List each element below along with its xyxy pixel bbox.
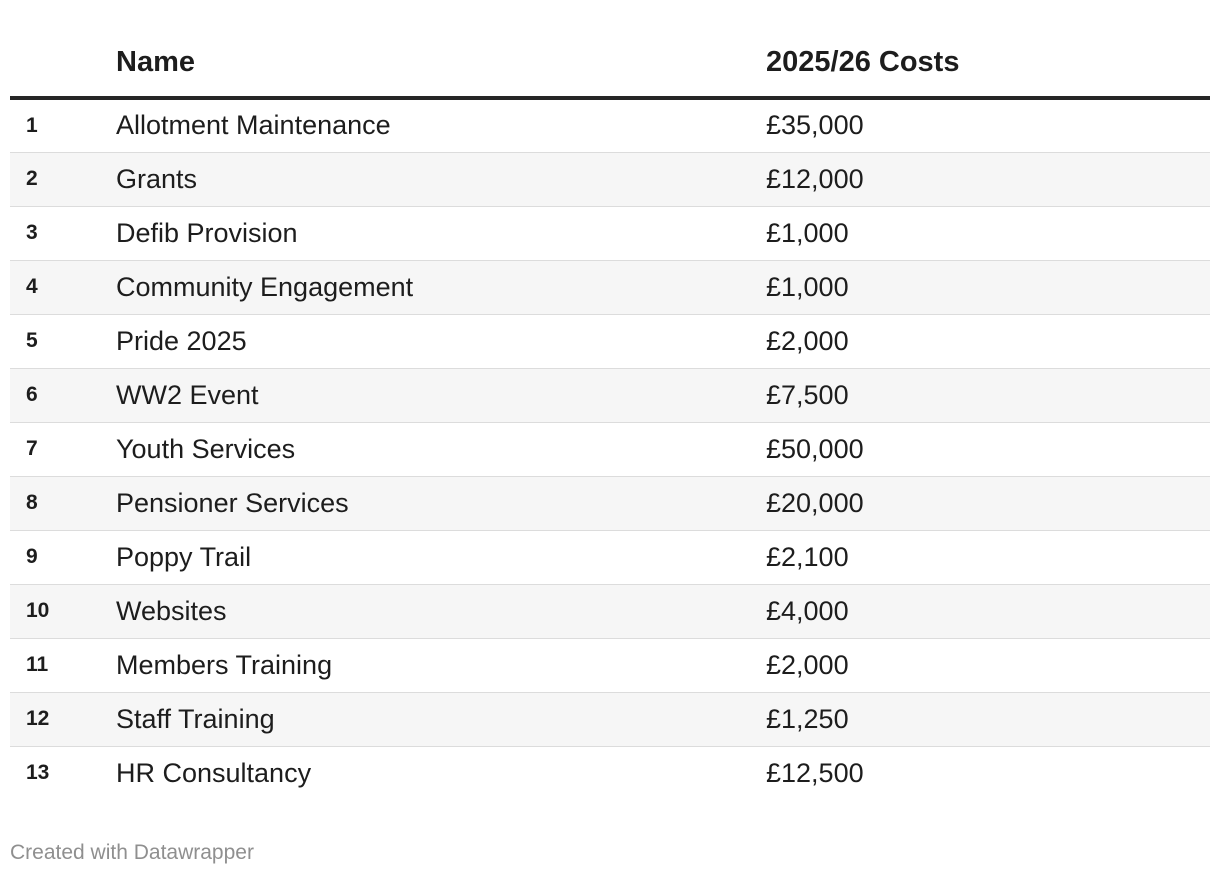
- row-rank: 9: [10, 530, 116, 585]
- row-name: Allotment Maintenance: [116, 98, 766, 153]
- table-row: 6 WW2 Event £7,500: [10, 368, 1210, 423]
- row-name: Pensioner Services: [116, 476, 766, 531]
- table-row: 12 Staff Training £1,250: [10, 692, 1210, 747]
- row-cost: £20,000: [766, 476, 1210, 531]
- row-cost: £12,000: [766, 152, 1210, 207]
- row-rank: 4: [10, 260, 116, 315]
- row-cost: £4,000: [766, 584, 1210, 639]
- table-row: 10 Websites £4,000: [10, 584, 1210, 639]
- table-row: 13 HR Consultancy £12,500: [10, 746, 1210, 800]
- row-rank: 11: [10, 638, 116, 693]
- row-rank: 3: [10, 206, 116, 261]
- row-name: Websites: [116, 584, 766, 639]
- table-row: 8 Pensioner Services £20,000: [10, 476, 1210, 531]
- row-rank: 12: [10, 692, 116, 747]
- row-name: Poppy Trail: [116, 530, 766, 585]
- row-cost: £1,000: [766, 260, 1210, 315]
- header-rank: [10, 0, 116, 100]
- row-rank: 13: [26, 761, 50, 785]
- row-name: Defib Provision: [116, 206, 766, 261]
- table-row: 3 Defib Provision £1,000: [10, 206, 1210, 261]
- row-cost: £2,100: [766, 530, 1210, 585]
- row-cost: £50,000: [766, 422, 1210, 477]
- row-rank: 5: [10, 314, 116, 369]
- row-rank: 2: [10, 152, 116, 207]
- header-name: Name: [116, 0, 766, 100]
- row-name: Pride 2025: [116, 314, 766, 369]
- cost-table-container: Name 2025/26 Costs 1 Allotment Maintenanc…: [10, 0, 1210, 800]
- row-rank: 1: [10, 98, 116, 153]
- row-cost: £35,000: [766, 98, 1210, 153]
- table-row: 5 Pride 2025 £2,000: [10, 314, 1210, 369]
- row-name: Community Engagement: [116, 260, 766, 315]
- row-cost: £2,000: [766, 638, 1210, 693]
- row-cost: £2,000: [766, 314, 1210, 369]
- row-cost: £1,250: [766, 692, 1210, 747]
- row-cost: £7,500: [766, 368, 1210, 423]
- table-row: 2 Grants £12,000: [10, 152, 1210, 207]
- cost-table: Name 2025/26 Costs 1 Allotment Maintenanc…: [10, 0, 1210, 800]
- row-name: HR Consultancy: [116, 757, 312, 788]
- row-name: Grants: [116, 152, 766, 207]
- header-row: Name 2025/26 Costs: [10, 0, 1210, 100]
- row-rank: 6: [10, 368, 116, 423]
- row-name: WW2 Event: [116, 368, 766, 423]
- row-name: Members Training: [116, 638, 766, 693]
- row-name: Staff Training: [116, 692, 766, 747]
- table-body: 1 Allotment Maintenance £35,000 2 Grants £12,…: [10, 98, 1210, 800]
- row-rank: 8: [10, 476, 116, 531]
- row-cost: £1,000: [766, 206, 1210, 261]
- datawrapper-credit: Created with Datawrapper: [10, 841, 254, 864]
- table-header: Name 2025/26 Costs: [10, 0, 1210, 100]
- table-row: 7 Youth Services £50,000: [10, 422, 1210, 477]
- table-row: 1 Allotment Maintenance £35,000: [10, 98, 1210, 153]
- table-row: 4 Community Engagement £1,000: [10, 260, 1210, 315]
- table-row: 11 Members Training £2,000: [10, 638, 1210, 693]
- row-name: Youth Services: [116, 422, 766, 477]
- row-rank: 10: [10, 584, 116, 639]
- row-rank: 7: [10, 422, 116, 477]
- table-row: 9 Poppy Trail £2,100: [10, 530, 1210, 585]
- header-cost: 2025/26 Costs: [766, 0, 1210, 100]
- row-cost: £12,500: [766, 757, 864, 788]
